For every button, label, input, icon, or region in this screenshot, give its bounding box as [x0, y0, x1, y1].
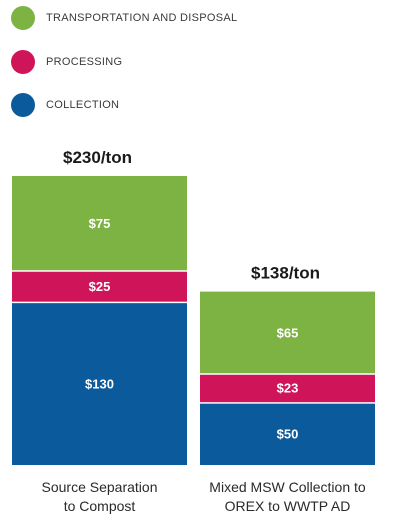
legend-swatch-collection: [11, 93, 35, 117]
data-label-1-collection: $130: [85, 376, 114, 391]
total-label-2: $138/ton: [251, 264, 320, 283]
total-label-1: $230/ton: [63, 148, 132, 167]
legend-item-collection: COLLECTION: [11, 92, 119, 118]
bar-1-processing: [12, 271, 187, 302]
data-label-1-transportation-and-disposal: $75: [89, 216, 111, 231]
category-label-1-line-2: to Compost: [64, 498, 136, 514]
data-label-2-collection: $50: [277, 427, 299, 442]
legend-swatch-transportation: [11, 6, 35, 30]
category-label-1-line-1: Source Separation: [42, 479, 158, 495]
bar-2-collection: [200, 403, 375, 465]
data-label-1-processing: $25: [89, 279, 111, 294]
legend-swatch-processing: [11, 50, 35, 74]
legend-item-processing: PROCESSING: [11, 49, 122, 75]
legend-label-transportation: TRANSPORTATION AND DISPOSAL: [46, 12, 238, 24]
bar-1-transportation-and-disposal: [12, 176, 187, 271]
data-label-2-processing: $23: [277, 381, 299, 396]
category-label-2-line-2: OREX to WWTP AD: [225, 498, 351, 514]
legend-item-transportation: TRANSPORTATION AND DISPOSAL: [11, 5, 237, 31]
bar-2-processing: [200, 374, 375, 403]
legend-label-collection: COLLECTION: [46, 99, 120, 111]
bar-2-transportation-and-disposal: [200, 291, 375, 374]
legend-label-processing: PROCESSING: [46, 56, 123, 68]
category-label-2-line-1: Mixed MSW Collection to: [209, 479, 366, 495]
bar-1-collection: [12, 303, 187, 465]
data-label-2-transportation-and-disposal: $65: [277, 325, 299, 340]
